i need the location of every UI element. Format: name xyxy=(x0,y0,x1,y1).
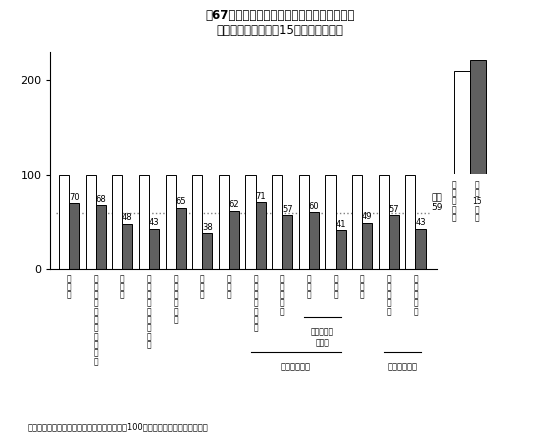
Bar xyxy=(299,175,309,269)
Text: 68: 68 xyxy=(95,194,106,204)
Bar xyxy=(139,175,149,269)
Text: 平
成
５
年
度: 平 成 ５ 年 度 xyxy=(451,180,456,222)
Text: 57: 57 xyxy=(389,205,399,214)
Bar xyxy=(86,175,96,269)
Bar xyxy=(335,230,346,269)
Bar xyxy=(325,175,335,269)
Bar xyxy=(470,60,486,174)
Text: 教育費のうち: 教育費のうち xyxy=(387,362,417,372)
Bar xyxy=(416,229,426,269)
Bar xyxy=(379,175,389,269)
Text: 43: 43 xyxy=(149,218,160,227)
Text: 62: 62 xyxy=(228,200,239,209)
Text: 65: 65 xyxy=(175,197,186,206)
Bar xyxy=(389,215,399,269)
Bar xyxy=(122,224,133,269)
Bar xyxy=(309,213,319,269)
Bar xyxy=(59,175,69,269)
Text: 第67図　普通建設事業費の目的別内訳の状況: 第67図 普通建設事業費の目的別内訳の状況 xyxy=(206,9,354,22)
Bar xyxy=(202,233,212,269)
Bar xyxy=(245,175,255,269)
Text: 43: 43 xyxy=(415,218,426,227)
Text: （注）数値は、各項目の平成５年度の数値を100として算出した指数である。: （注）数値は、各項目の平成５年度の数値を100として算出した指数である。 xyxy=(28,423,209,432)
Text: 平均
59: 平均 59 xyxy=(431,193,443,213)
Bar xyxy=(352,175,362,269)
Bar xyxy=(282,215,292,269)
Text: 都市計画費
のうち: 都市計画費 のうち xyxy=(311,328,334,347)
Text: 60: 60 xyxy=(309,202,319,211)
Bar xyxy=(219,175,229,269)
Bar xyxy=(69,203,79,269)
Text: 71: 71 xyxy=(255,192,266,201)
Bar xyxy=(96,205,106,269)
Text: 70: 70 xyxy=(69,193,80,202)
Text: 土木費のうち: 土木費のうち xyxy=(281,362,311,372)
Bar xyxy=(149,229,159,269)
Bar xyxy=(192,175,202,269)
Bar xyxy=(176,208,186,269)
Text: 57: 57 xyxy=(282,205,293,214)
Text: 平
成
15
年
度: 平 成 15 年 度 xyxy=(472,180,482,222)
Text: 38: 38 xyxy=(202,223,213,232)
Text: （平成５年度と平成15年度との比較）: （平成５年度と平成15年度との比較） xyxy=(217,24,343,37)
Bar xyxy=(112,175,122,269)
Bar xyxy=(229,210,239,269)
Bar xyxy=(166,175,176,269)
Bar xyxy=(362,223,372,269)
Bar xyxy=(272,175,282,269)
Text: 49: 49 xyxy=(362,212,372,221)
Text: 41: 41 xyxy=(335,220,346,229)
Bar xyxy=(455,71,470,174)
Bar xyxy=(405,175,416,269)
Text: 48: 48 xyxy=(122,214,133,222)
Bar xyxy=(255,202,265,269)
